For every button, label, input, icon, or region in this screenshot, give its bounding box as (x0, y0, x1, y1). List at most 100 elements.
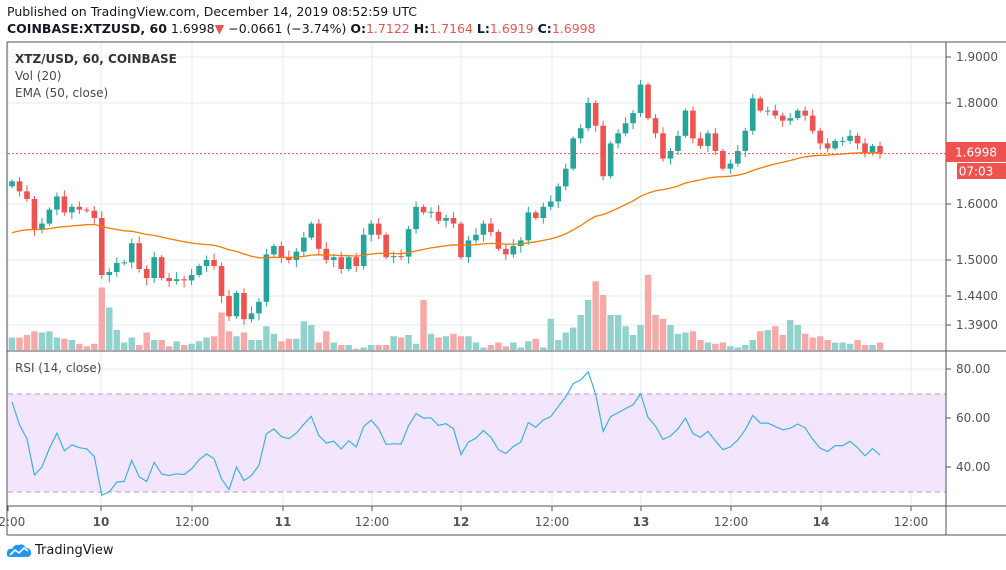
price-tick-label: 1.3900 (956, 318, 998, 332)
volume-bar (689, 331, 697, 350)
time-tick-label: 11 (275, 515, 292, 529)
candle-body (368, 223, 374, 235)
time-tick-label: 12:00 (535, 515, 570, 529)
time-tick-label: 12:00 (714, 515, 749, 529)
candle-body (518, 240, 524, 246)
candle-body (405, 229, 412, 257)
volume-bar (61, 338, 68, 350)
volume-bar (113, 330, 120, 350)
candle-body (794, 110, 801, 119)
candle-body (697, 138, 704, 146)
candle-body (286, 257, 292, 260)
price-tick-label: 1.4400 (956, 289, 998, 303)
symbol-quote-line: COINBASE:XTZUSD, 60 1.6998▼ −0.0661 (−3.… (7, 21, 596, 36)
candle-body (652, 118, 659, 134)
candle-body (413, 206, 419, 230)
volume-bar (345, 345, 352, 350)
candle-body (435, 211, 442, 221)
volume-bar (53, 337, 61, 350)
candle-body (458, 223, 464, 258)
volume-bar (308, 325, 315, 350)
candle-body (69, 206, 75, 213)
volume-bar (592, 281, 599, 350)
time-tick-label: 12:00 (0, 515, 25, 529)
candle-body (772, 110, 779, 116)
volume-bar (719, 342, 727, 350)
volume-bar (816, 336, 824, 350)
volume-bar (525, 341, 532, 350)
volume-bar (91, 343, 98, 350)
close-value: 1.6998 (551, 21, 596, 36)
volume-bar (76, 343, 83, 350)
countdown-badge (957, 163, 1006, 179)
price-axis[interactable]: 1.9000 1.8000 1.6000 1.5000 1.4400 1.3900 (946, 50, 998, 332)
legend-volume[interactable]: Vol (20) (15, 69, 62, 83)
price-tick-label: 1.6000 (956, 197, 998, 211)
candle-body (480, 223, 487, 235)
candle-body (727, 163, 734, 169)
volume-bar (150, 340, 158, 350)
volume-bar (165, 346, 173, 350)
candle-body (158, 257, 165, 278)
candle-body (675, 135, 681, 151)
volume-bar (128, 337, 135, 350)
volume-bar (367, 345, 375, 350)
candle-body (510, 246, 517, 255)
candle-body (151, 257, 157, 278)
volume-bar (412, 343, 420, 350)
volume-bar (225, 331, 233, 350)
time-tick-label: 13 (633, 515, 650, 529)
legend-rsi[interactable]: RSI (14, close) (15, 361, 102, 375)
volume-bar (315, 342, 322, 350)
rsi-band (8, 394, 946, 492)
volume-bar (472, 342, 480, 350)
candle-body (877, 145, 883, 154)
volume-bar (38, 332, 46, 350)
symbol-name[interactable]: COINBASE:XTZUSD, 60 (7, 21, 167, 36)
legend-ema[interactable]: EMA (50, close) (15, 86, 109, 100)
volume-bar (749, 340, 756, 350)
volume-bar (682, 332, 689, 350)
price-tick-label: 1.8000 (956, 96, 998, 110)
volume-bar (300, 321, 308, 350)
candle-body (188, 275, 195, 281)
volume-bar (203, 337, 210, 350)
volume-bar (824, 340, 831, 350)
candle-body (585, 103, 591, 129)
volume-bar (323, 331, 330, 350)
tradingview-logo[interactable]: TradingView (6, 542, 114, 558)
volume-bar (353, 348, 360, 350)
candle-body (817, 130, 823, 144)
candle-body (555, 186, 562, 202)
volume-bar (390, 336, 397, 350)
candle-body (39, 223, 45, 230)
volume-bar (629, 335, 637, 350)
volume-bar (8, 337, 16, 350)
volume-bar (599, 295, 607, 350)
candle-body (802, 110, 808, 116)
volume-bar (98, 287, 105, 350)
legend-title[interactable]: XTZ/USD, 60, COINBASE (15, 52, 177, 66)
candle-body (667, 150, 674, 159)
volume-bar (375, 345, 382, 350)
close-label: C: (537, 21, 552, 36)
candle-body (166, 278, 172, 281)
volume-bar (106, 307, 113, 350)
candle-body (383, 234, 389, 258)
candle-body (308, 223, 315, 238)
volume-bar (697, 340, 704, 350)
candle-body (173, 279, 180, 281)
volume-bar (240, 332, 248, 350)
candle-body (495, 232, 502, 249)
volume-bar (674, 333, 682, 350)
time-axis[interactable]: 12:00 10 12:00 11 12:00 12 12:00 13 12:00 14 12:00 (0, 506, 928, 529)
candle-body (809, 115, 816, 131)
time-tick-label: 12:00 (894, 515, 929, 529)
candle-body (121, 262, 128, 264)
last-price: 1.6998 (170, 21, 215, 36)
candle-body (690, 110, 696, 139)
candle-body (301, 237, 307, 252)
rsi-axis[interactable]: 80.00 60.00 40.00 (946, 362, 990, 474)
volume-bar (734, 347, 742, 350)
